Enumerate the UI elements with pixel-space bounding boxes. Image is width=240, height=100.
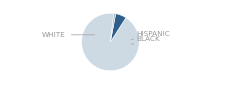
Wedge shape (110, 13, 116, 42)
Text: WHITE: WHITE (42, 32, 95, 38)
Wedge shape (110, 14, 126, 42)
Text: HISPANIC: HISPANIC (131, 31, 170, 40)
Text: BLACK: BLACK (131, 36, 160, 44)
Wedge shape (82, 13, 139, 71)
